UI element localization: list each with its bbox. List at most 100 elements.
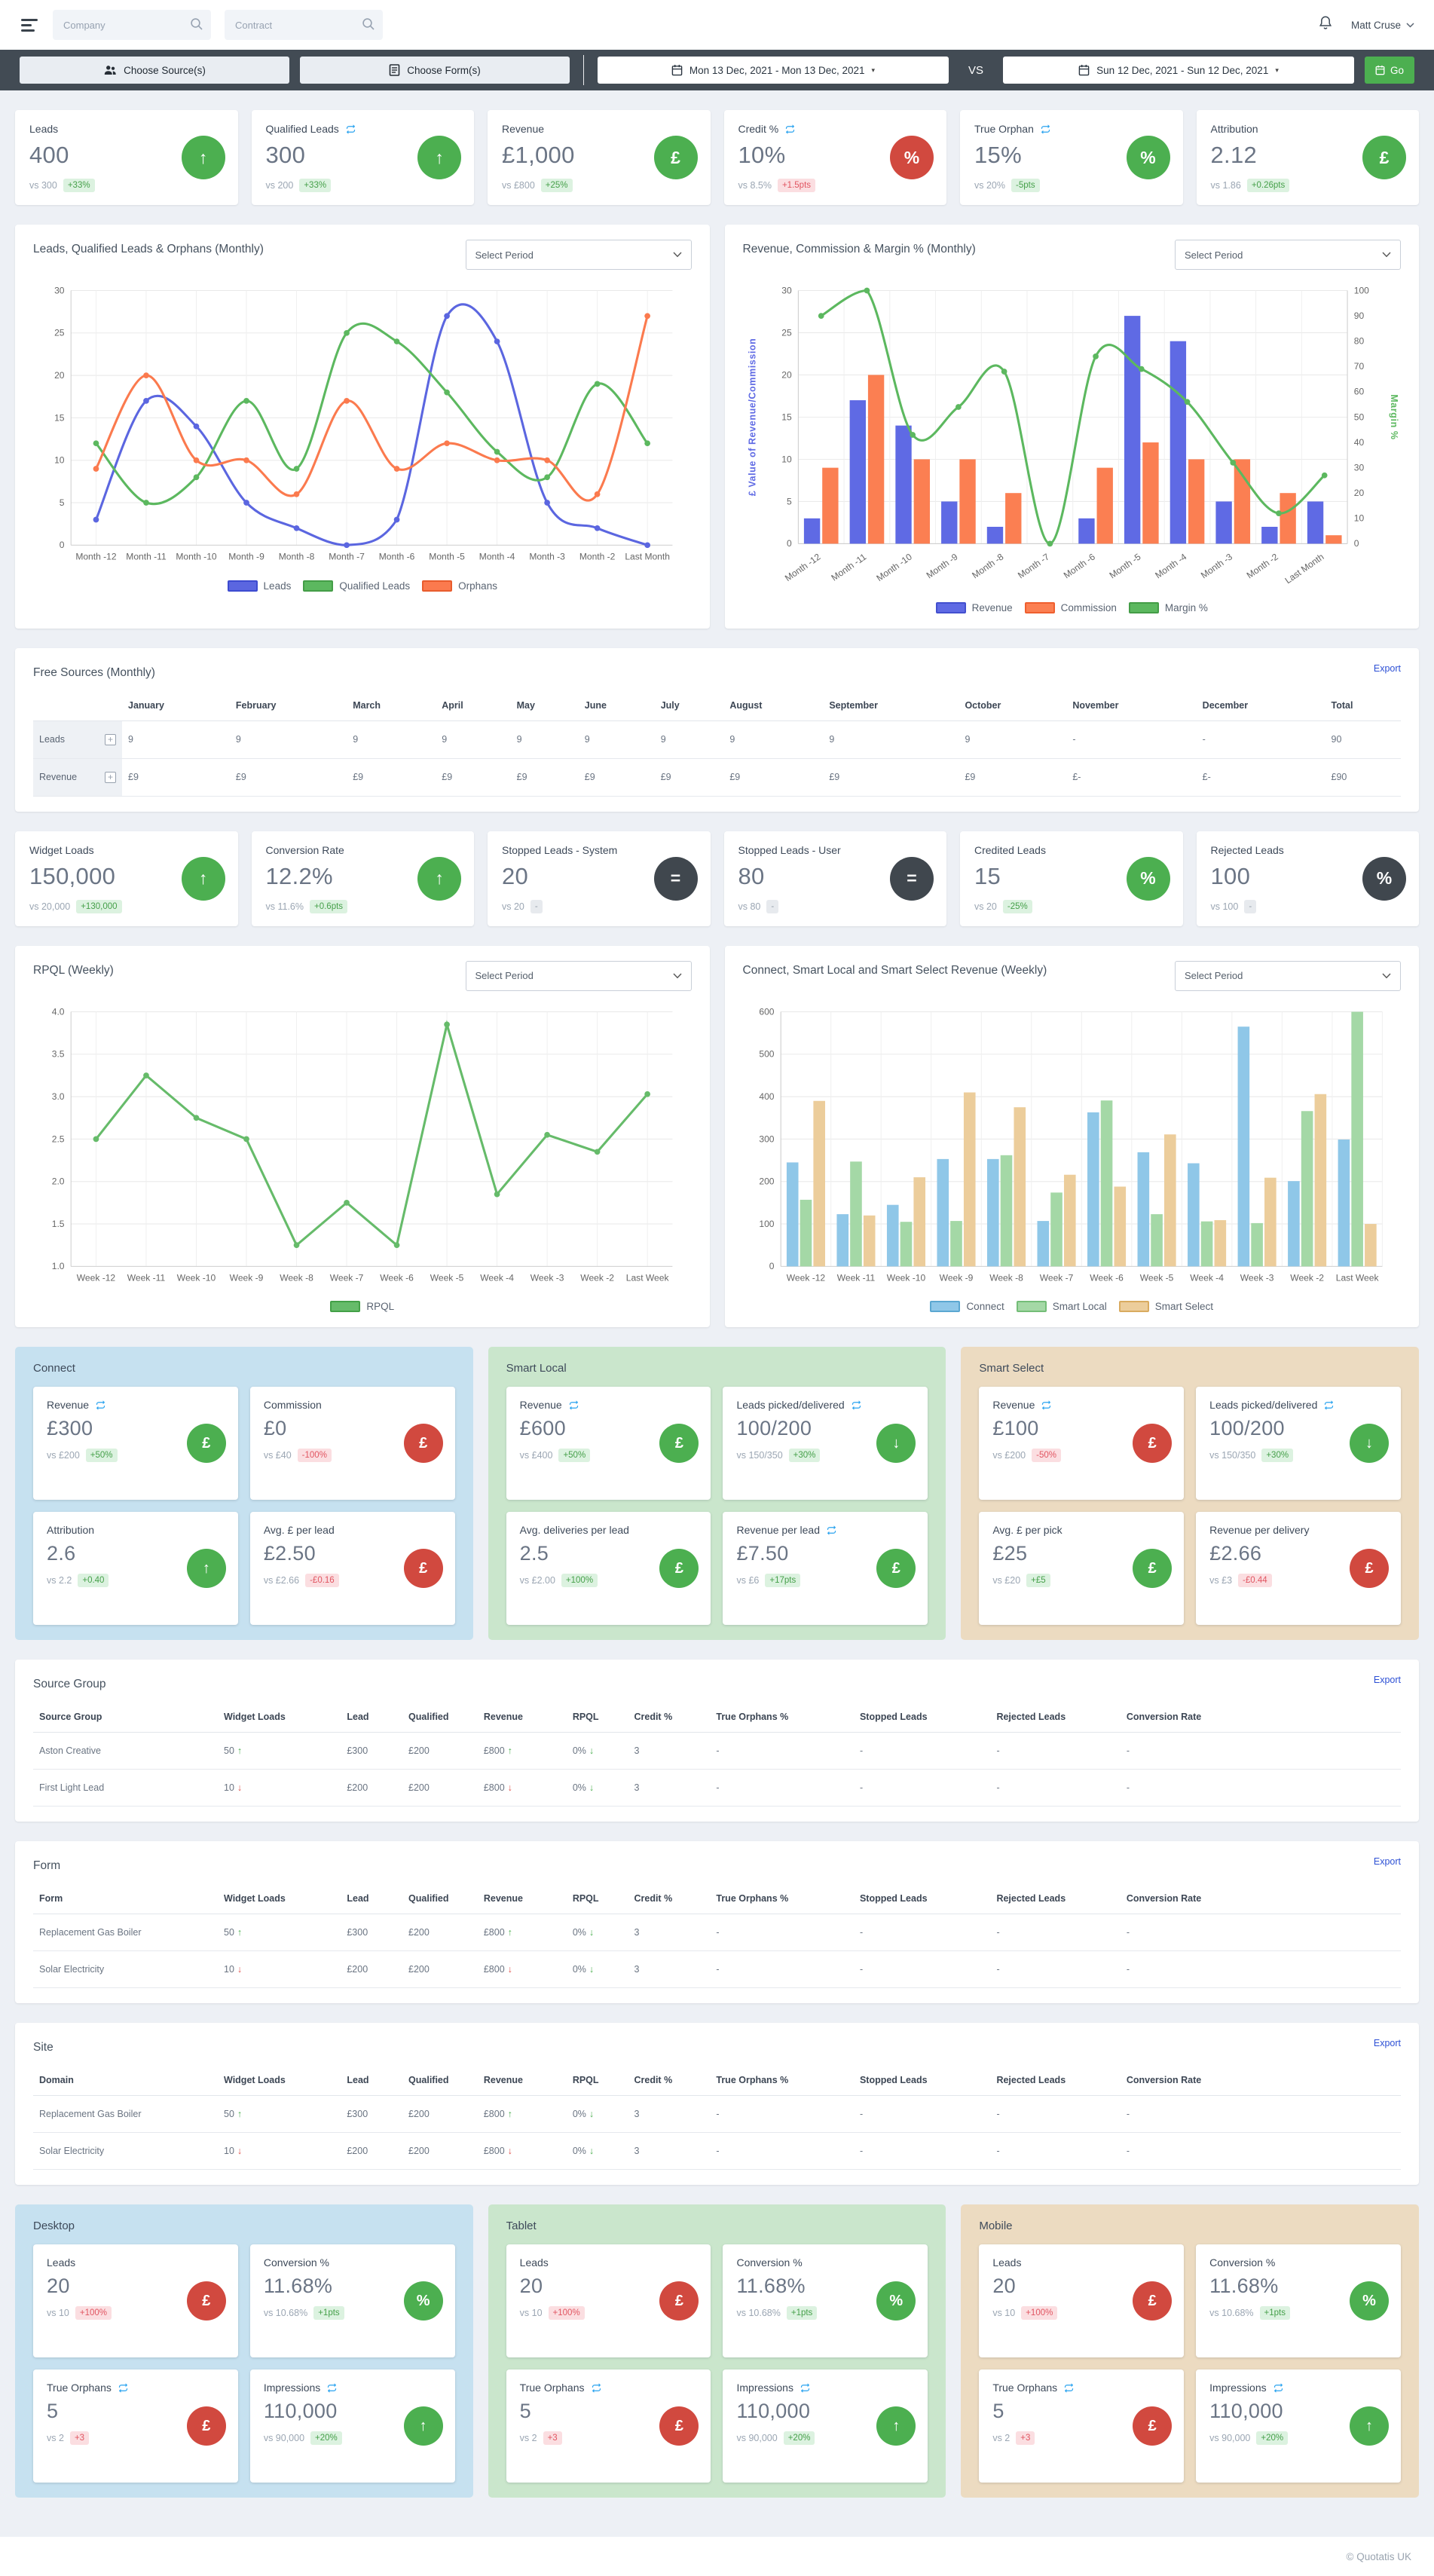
legend-item-orphans[interactable]: Orphans: [422, 580, 497, 592]
refresh-icon: [1063, 2382, 1075, 2394]
table-cell: -: [1120, 1950, 1401, 1989]
table-cell: 9: [347, 720, 436, 759]
legend-item-rpql[interactable]: RPQL: [330, 1301, 394, 1313]
chart-legend: Connect Smart Local Smart Select: [743, 1301, 1402, 1313]
legend-item-qualified-leads[interactable]: Qualified Leads: [303, 580, 410, 592]
search-icon[interactable]: [362, 17, 375, 35]
equals-icon: =: [890, 856, 934, 901]
table-cell: 3: [628, 2132, 711, 2171]
select-period-dropdown[interactable]: Select Period: [465, 240, 692, 270]
kpi-vs-text: vs 20%: [974, 180, 1005, 191]
svg-text:90: 90: [1353, 311, 1364, 321]
kpi-badge: +30%: [1261, 1449, 1294, 1463]
expand-plus-icon[interactable]: +: [105, 733, 116, 745]
kpi-vs-text: vs 1.86: [1210, 180, 1241, 191]
export-link[interactable]: Export: [1373, 1675, 1401, 1686]
form-icon: [389, 64, 400, 76]
svg-text:Month -6: Month -6: [1061, 552, 1096, 581]
export-link[interactable]: Export: [1373, 662, 1401, 674]
table-cell: £9: [347, 758, 436, 797]
svg-text:20: 20: [781, 369, 792, 380]
kpi-badge: +20%: [310, 2431, 342, 2446]
kpi-badge: -50%: [1032, 1449, 1061, 1463]
primary-date-range-picker[interactable]: Mon 13 Dec, 2021 - Mon 13 Dec, 2021 ▾: [598, 57, 949, 84]
kpi-card-stopped-leads-system: Stopped Leads - System 20 vs 20- =: [488, 831, 711, 926]
cell-value: Replacement Gas Boiler: [39, 1927, 142, 1938]
select-period-dropdown[interactable]: Select Period: [1175, 240, 1401, 270]
svg-text:0: 0: [60, 540, 65, 550]
kpi-value: 11.68%: [1209, 2275, 1279, 2298]
hamburger-icon[interactable]: [20, 16, 39, 35]
arrow-up-icon: ↑: [403, 2406, 443, 2446]
kpi-label: Leads: [520, 2256, 698, 2269]
pound-icon: £: [653, 136, 698, 179]
kpi-card-conversion: Conversion % 11.68% vs 10.68% +1pts%: [723, 2244, 928, 2358]
chevron-down-icon: [1406, 22, 1414, 28]
svg-text:Month -8: Month -8: [970, 552, 1005, 581]
choose-forms-button[interactable]: Choose Form(s): [300, 57, 570, 84]
column-header: Qualified: [402, 1702, 478, 1733]
kpi-label-text: Revenue: [502, 123, 545, 135]
svg-text:1.0: 1.0: [52, 1261, 65, 1271]
rpql-weekly-chart-panel: RPQL (Weekly) Select Period 1.0 1.5 2.0 2.5…: [15, 945, 710, 1328]
kpi-comparison: vs £2.00 +100%: [520, 1574, 698, 1588]
search-icon[interactable]: [190, 17, 203, 35]
svg-text:Month -9: Month -9: [924, 552, 959, 581]
kpi-label-text: Avg. £ per pick: [992, 1524, 1063, 1537]
row-label: Leads: [39, 734, 66, 745]
kpi-vs-text: vs 10: [519, 2308, 543, 2319]
refresh-icon: [1041, 1400, 1052, 1411]
select-period-dropdown[interactable]: Select Period: [465, 960, 692, 991]
kpi-badge: +0.40: [78, 1574, 109, 1588]
pound-icon: £: [186, 1424, 226, 1464]
select-period-value: Select Period: [475, 249, 534, 261]
kpi-card-widget-loads: Widget Loads 150,000 vs 20,000 +130,000 ↑: [15, 831, 238, 926]
table-cell: -: [853, 2132, 991, 2171]
legend-item-smart-select[interactable]: Smart Select: [1118, 1301, 1214, 1313]
svg-text:Week -9: Week -9: [939, 1272, 973, 1283]
free-sources-table: January February March April May June July Augu…: [33, 690, 1401, 797]
legend-item-commission[interactable]: Commission: [1024, 601, 1117, 613]
export-link[interactable]: Export: [1373, 1856, 1401, 1868]
kpi-vs-text: vs 10: [992, 2308, 1016, 2319]
column-header: Rejected Leads: [990, 1702, 1121, 1733]
kpi-badge: -: [766, 899, 779, 913]
table-cell: £9: [510, 758, 579, 797]
column-header: RPQL: [566, 1702, 628, 1733]
contract-search-input[interactable]: [225, 10, 383, 40]
kpi-card-revenue: Revenue £100 vs £200 -50% £: [979, 1387, 1185, 1501]
select-period-dropdown[interactable]: Select Period: [1175, 960, 1401, 991]
go-button[interactable]: Go: [1365, 57, 1415, 84]
compare-date-range-picker[interactable]: Sun 12 Dec, 2021 - Sun 12 Dec, 2021 ▾: [1003, 57, 1355, 84]
legend-swatch: [1024, 601, 1055, 613]
bell-icon[interactable]: [1318, 15, 1333, 35]
column-header: June: [578, 690, 655, 721]
user-menu[interactable]: Matt Cruse: [1351, 20, 1414, 31]
legend-item-leads[interactable]: Leads: [227, 580, 291, 592]
company-search-input[interactable]: [53, 10, 211, 40]
export-link[interactable]: Export: [1373, 2038, 1401, 2049]
legend-label: Smart Select: [1154, 1301, 1214, 1313]
legend-item-smart-local[interactable]: Smart Local: [1016, 1301, 1107, 1313]
legend-item-margin[interactable]: Margin %: [1128, 601, 1208, 613]
legend-label: Margin %: [1164, 601, 1208, 613]
kpi-vs-text: vs 200: [265, 180, 294, 191]
choose-sources-button[interactable]: Choose Source(s): [20, 57, 289, 84]
legend-item-connect[interactable]: Connect: [930, 1301, 1004, 1313]
svg-text:Week -5: Week -5: [430, 1272, 464, 1283]
svg-text:Week -7: Week -7: [330, 1272, 364, 1283]
kpi-vs-text: vs 90,000: [1209, 2433, 1251, 2444]
kpi-label: Revenue per delivery: [1209, 1524, 1387, 1536]
kpi-badge: -£0.16: [305, 1574, 339, 1588]
table-cell: 0% ↓: [566, 1950, 628, 1989]
table-title: Site: [33, 2041, 54, 2054]
chart-legend: Revenue Commission Margin %: [743, 601, 1402, 613]
kpi-value: £7.50: [736, 1542, 789, 1565]
svg-text:25: 25: [781, 327, 792, 338]
kpi-label-text: Qualified Leads: [265, 123, 339, 135]
table-cell: 50 ↑: [218, 1914, 341, 1952]
kpi-label-text: Commission: [263, 1399, 322, 1412]
arrow-down-icon: ↓: [589, 1927, 595, 1938]
legend-item-revenue[interactable]: Revenue: [935, 601, 1013, 613]
expand-plus-icon[interactable]: +: [105, 771, 116, 783]
